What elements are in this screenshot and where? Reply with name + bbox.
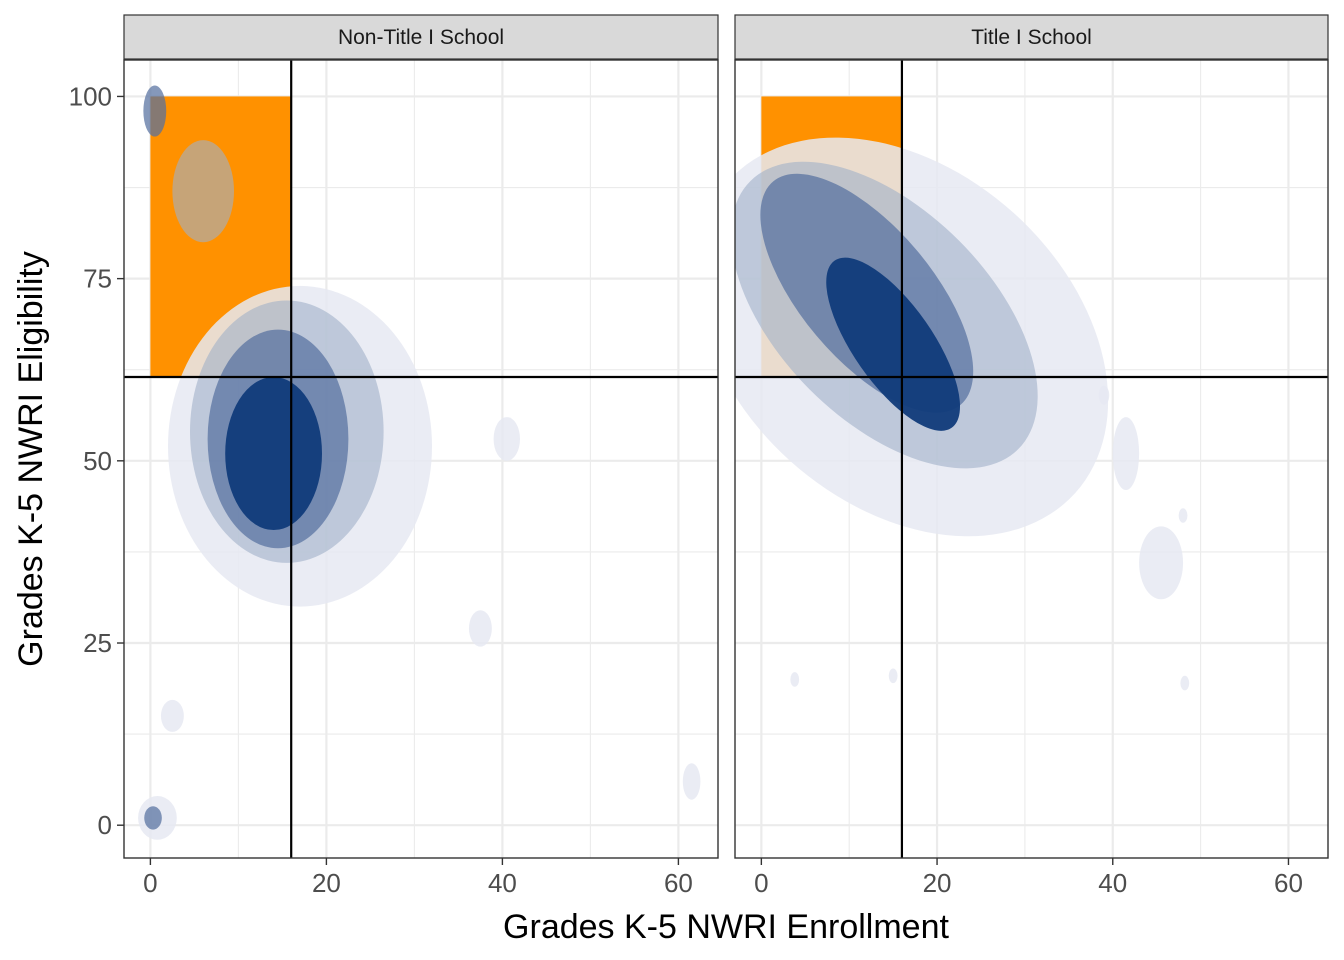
x-tick-label: 20 — [923, 868, 952, 898]
density-contour-level-1 — [1178, 508, 1188, 523]
facet-strip-label: Title I School — [971, 26, 1092, 49]
density-contour-level-4 — [826, 257, 961, 431]
density-contour-level-4 — [225, 377, 322, 531]
y-tick-label: 100 — [69, 81, 112, 111]
density-contour-level-2 — [172, 140, 234, 243]
panel-border — [734, 59, 1329, 859]
x-tick-label: 40 — [488, 868, 517, 898]
x-axis-title: Grades K-5 NWRI Enrollment — [503, 908, 949, 946]
y-tick-label: 75 — [83, 264, 112, 294]
density-layer — [735, 96, 1190, 691]
y-tick-label: 0 — [98, 810, 112, 840]
x-tick-label: 60 — [1274, 868, 1303, 898]
density-contour-level-1 — [160, 699, 184, 732]
density-contour-level-1 — [790, 672, 800, 687]
density-contour-level-1 — [888, 668, 898, 684]
density-contour-level-1 — [1139, 526, 1184, 600]
density-contour-level-3 — [144, 806, 162, 830]
panel-border — [123, 59, 719, 859]
axes-layer: Grades K-5 NWRI Enrollment Grades K-5 NWR… — [12, 251, 950, 946]
density-contour-level-1 — [468, 610, 492, 647]
y-tick-label: 50 — [83, 446, 112, 476]
density-contour-level-1 — [493, 417, 520, 461]
x-tick-label: 20 — [312, 868, 341, 898]
density-contour-level-1 — [1098, 385, 1110, 405]
facet-strip-label: Non-Title I School — [338, 26, 504, 49]
density-contour-level-1 — [682, 763, 701, 800]
y-tick-label: 25 — [83, 628, 112, 658]
x-tick-label: 60 — [664, 868, 693, 898]
facet-strip — [123, 14, 719, 60]
x-tick-label: 0 — [754, 868, 768, 898]
facet-panel-non-title-i: Non-Title I School 0 20 40 60 0 25 50 75 100 — [69, 14, 719, 898]
x-tick-label: 0 — [143, 868, 157, 898]
facet-panel-title-i: Title I School 0 20 40 60 — [734, 14, 1329, 898]
density-contour-level-3 — [143, 85, 167, 137]
x-tick-label: 40 — [1098, 868, 1127, 898]
facet-strip — [734, 14, 1329, 60]
density-layer — [138, 85, 701, 840]
y-axis-title: Grades K-5 NWRI Eligibility — [12, 251, 50, 667]
density-contour-level-1 — [1180, 675, 1190, 691]
density-contour-level-1 — [1112, 417, 1140, 490]
